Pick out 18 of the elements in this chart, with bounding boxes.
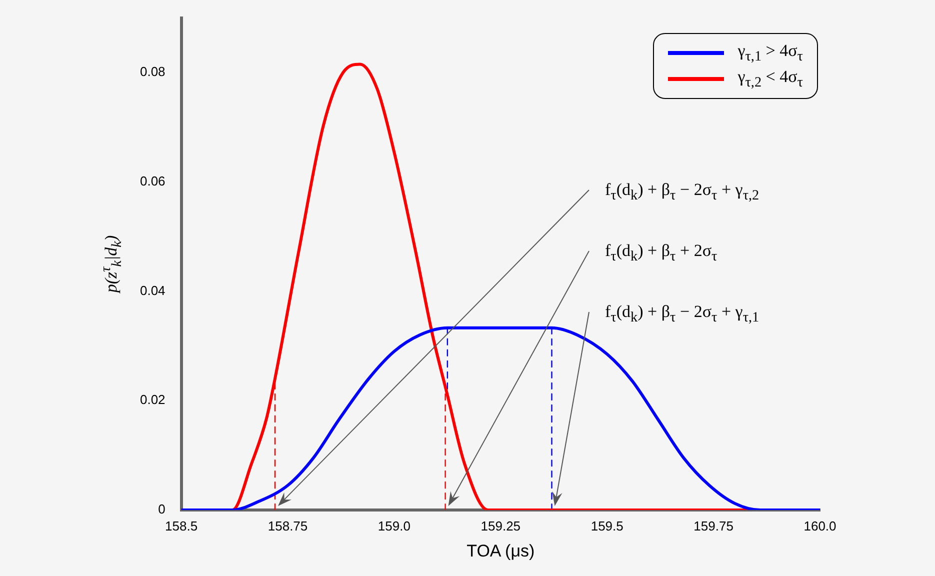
legend-label: γ$_{τ,2}$ < 4σ$_{τ}$ xyxy=(738,66,803,91)
x-tick-label: 158.75 xyxy=(268,518,308,534)
x-tick-label: 159.5 xyxy=(590,518,624,534)
legend-label: γ$_{τ,1}$ > 4σ$_{τ}$ xyxy=(738,40,803,65)
y-tick-label: 0.02 xyxy=(140,392,166,408)
y-tick-label: 0 xyxy=(158,502,166,517)
y-tick-label: 0.04 xyxy=(140,282,166,298)
x-tick-label: 159.25 xyxy=(480,518,521,534)
text: f$_{τ}$(d$_{k}$) + β$_{τ}$ − 2σ$_{τ}$ + γ$_{τ,2}$ xyxy=(605,180,760,204)
x-axis-title: TOA (μs) xyxy=(466,541,535,560)
annotation: f$_{τ}$(d$_{k}$) + β$_{τ}$ + 2σ$_{τ}$ xyxy=(605,240,718,266)
y-tick-label: 0.08 xyxy=(140,64,166,80)
x-tick-label: 160.0 xyxy=(804,518,836,534)
x-tick-label: 159.0 xyxy=(378,518,410,534)
x-tick-label: 159.75 xyxy=(694,518,734,534)
text: f$_{τ}$(d$_{k}$) + β$_{τ}$ − 2σ$_{τ}$ + γ$_{τ,1}$ xyxy=(605,302,760,326)
x-tick-label: 158.5 xyxy=(165,518,198,534)
y-tick-label: 0.06 xyxy=(140,173,166,188)
